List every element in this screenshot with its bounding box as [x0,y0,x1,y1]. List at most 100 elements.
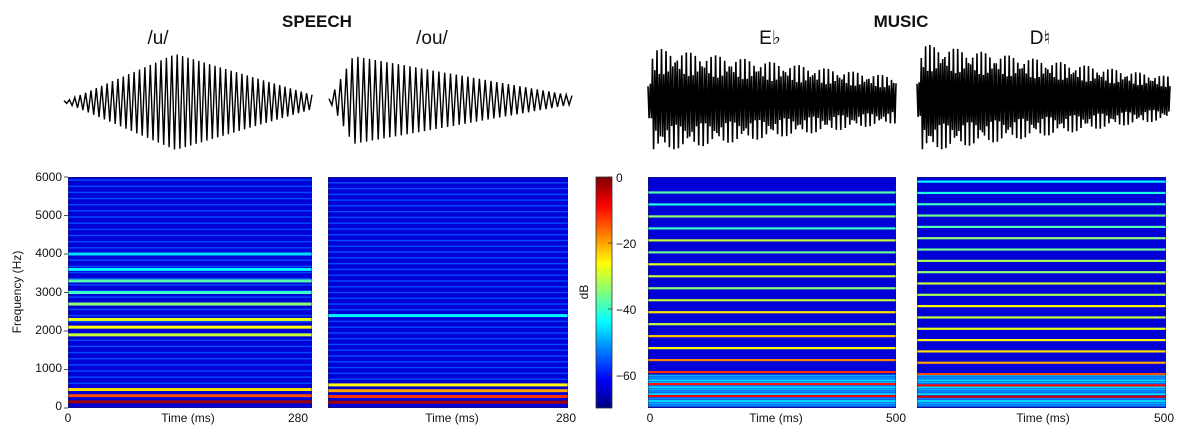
spectrogram-ou [328,177,568,408]
harmonic-band [328,320,568,323]
noise-band [917,386,1166,389]
harmonic-band [68,382,312,385]
harmonic-band [68,234,312,237]
harmonic-band [328,280,568,282]
noise-band [648,379,896,382]
harmonic-band [917,305,1166,308]
harmonic-band [68,204,312,206]
harmonic-band [328,291,568,294]
harmonic-band [68,376,312,378]
harmonic-band [648,287,896,290]
harmonic-band [68,222,312,224]
harmonic-band [648,251,896,254]
formant-band [68,325,312,329]
harmonic-band [68,296,312,298]
y-tick-label: 0 [55,399,62,413]
noise-band [648,404,896,407]
harmonic-band [917,180,1166,183]
formant-band [68,400,312,404]
harmonic-band [328,262,568,265]
harmonic-band [68,259,312,261]
harmonic-band [648,263,896,266]
noise-band [648,390,896,393]
harmonic-band [328,251,568,253]
spectrogram-dnatural [917,177,1166,408]
spectrogram-u [68,177,312,408]
harmonic-band [328,343,568,346]
harmonic-band [328,245,568,247]
y-tick-label: 4000 [35,246,62,260]
harmonic-band [68,247,312,249]
x-tick-label: 280 [288,411,308,425]
colorbar-label: dB [577,285,591,300]
harmonic-band [68,339,312,341]
harmonic-band [648,394,896,398]
harmonic-band [68,358,312,360]
noise-band [917,404,1166,407]
harmonic-band [328,332,568,334]
group-title-music: MUSIC [874,12,929,31]
harmonic-band [917,293,1166,296]
formant-band [328,394,568,398]
harmonic-band [68,277,312,280]
harmonic-band [328,205,568,207]
harmonic-band [328,297,568,299]
harmonic-band [917,361,1166,364]
waveform-trace [63,54,313,150]
harmonic-band [68,308,312,311]
harmonic-band [328,210,568,213]
harmonic-band [648,311,896,314]
harmonic-band [68,191,312,194]
noise-band [917,400,1166,403]
waveform-eflat [647,48,897,150]
x-axis-speech: 0 Time (ms) 280 Time (ms) 280 [65,411,577,425]
formant-band [68,333,312,337]
x-tick-label: 500 [1154,411,1174,425]
noise-band [648,400,896,403]
harmonic-band [917,237,1166,240]
formant-band [68,291,312,294]
formant-band [328,314,568,318]
harmonic-band [328,234,568,236]
formant-band [328,383,568,387]
harmonic-band [328,366,568,369]
harmonic-band [917,191,1166,195]
harmonic-band [68,210,312,212]
noise-band [648,402,896,405]
harmonic-band [328,216,568,219]
harmonic-band [328,228,568,230]
formant-band [68,302,312,306]
waveform-trace [328,56,573,144]
harmonic-band [68,370,312,372]
y-tick-label: 1000 [35,361,62,375]
harmonic-band [328,199,568,201]
y-axis: 0 1000 2000 3000 4000 5000 6000 Frequenc… [10,170,68,413]
harmonic-band [648,359,896,362]
noise-band [648,374,896,377]
colorbar-tick: −60 [616,369,637,383]
formant-band [328,389,568,393]
y-tick-label: 2000 [35,323,62,337]
harmonic-band [917,338,1166,342]
harmonic-band [328,222,568,224]
harmonic-band [328,257,568,259]
harmonic-band [68,345,312,348]
harmonic-band [328,372,568,375]
harmonic-band [68,240,312,243]
x-axis-label: Time (ms) [425,411,479,425]
x-tick-label: 0 [647,411,654,425]
harmonic-band [648,227,896,230]
harmonic-band [917,372,1166,376]
y-tick-label: 5000 [35,208,62,222]
harmonic-band [328,349,568,351]
noise-band [917,402,1166,405]
harmonic-band [648,335,896,338]
y-tick-label: 3000 [35,285,62,299]
harmonic-band [917,225,1166,228]
harmonic-band [917,384,1166,387]
x-axis-music: 0 Time (ms) 500 Time (ms) 500 [647,411,1175,425]
noise-band [648,376,896,379]
harmonic-band [68,284,312,286]
x-tick-label: 280 [556,411,576,425]
